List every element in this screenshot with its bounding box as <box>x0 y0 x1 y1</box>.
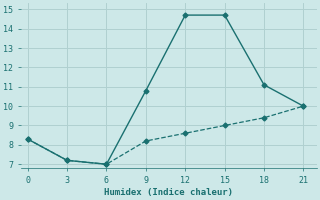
X-axis label: Humidex (Indice chaleur): Humidex (Indice chaleur) <box>104 188 233 197</box>
